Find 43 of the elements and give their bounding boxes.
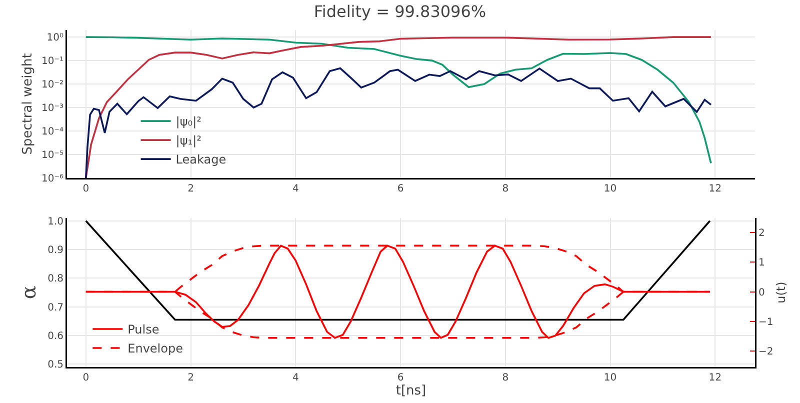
legend-label: Leakage — [176, 152, 226, 167]
y-tick-label: 0.8 — [48, 274, 64, 285]
x-tick-label: 8 — [502, 184, 509, 194]
line-series — [84, 67, 712, 178]
y2-tick-label: −2 — [758, 346, 774, 358]
x-tick-label: 0 — [82, 184, 90, 194]
x-tick-label: 0 — [82, 372, 90, 384]
x-tick-label: 4 — [292, 372, 299, 384]
x-tick-label: 12 — [708, 184, 722, 194]
y-tick-label: 10⁻³ — [41, 103, 64, 114]
y-tick-label: 0.9 — [48, 245, 64, 256]
x-tick-label: 4 — [292, 184, 299, 194]
y-tick-label: 10⁻¹ — [41, 56, 64, 68]
y2-axis-title: u(t) — [774, 282, 788, 304]
x-tick-label: 8 — [502, 372, 509, 384]
legend-label: |ψ₀|² — [176, 114, 202, 129]
chart-title: Fidelity = 99.83096% — [314, 2, 486, 22]
y-axis-title: α — [16, 286, 40, 300]
y-tick-label: 0.5 — [48, 360, 64, 371]
y-tick-label: 1.0 — [48, 216, 64, 228]
x-tick-label: 10 — [604, 184, 617, 194]
y2-tick-label: 1 — [758, 258, 765, 269]
y-tick-label: 10⁻⁶ — [41, 174, 64, 184]
x-tick-label: 2 — [188, 184, 194, 194]
y-tick-label: 10⁰ — [46, 32, 64, 44]
y-tick-label: 10⁻⁴ — [41, 126, 64, 138]
x-tick-label: 10 — [604, 372, 617, 384]
y2-tick-label: 2 — [758, 228, 765, 239]
y-tick-label: 0.7 — [48, 302, 64, 314]
x-tick-label: 6 — [397, 372, 404, 384]
y-axis-title: Spectral weight — [20, 53, 36, 155]
legend-label: Envelope — [128, 342, 183, 356]
y2-tick-label: −1 — [758, 317, 774, 328]
x-tick-label: 6 — [397, 184, 404, 194]
x-tick-label: 2 — [188, 372, 194, 384]
x-tick-label: 12 — [708, 372, 722, 384]
legend-label: |ψ₁|² — [176, 134, 202, 148]
y-tick-label: 0.6 — [48, 330, 64, 342]
legend-label: Pulse — [128, 322, 160, 337]
x-axis-title: t[ns] — [396, 384, 426, 398]
y-tick-label: 10⁻⁵ — [41, 150, 64, 162]
y2-tick-label: 0 — [758, 287, 765, 298]
y-tick-label: 10⁻² — [41, 80, 64, 91]
